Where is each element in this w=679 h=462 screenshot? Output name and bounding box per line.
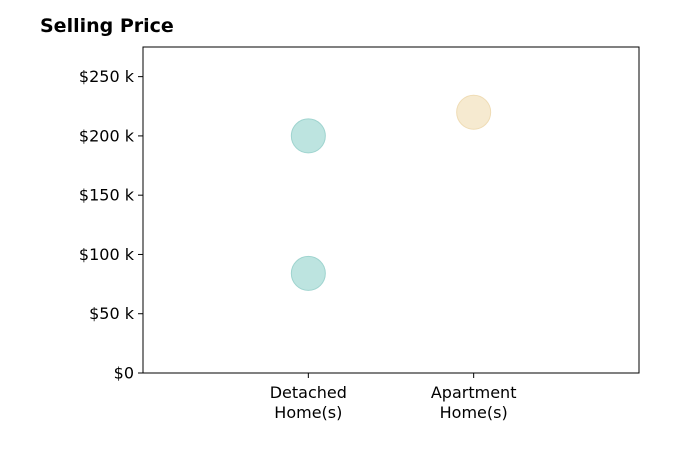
x-tick-label: Detached [270,383,347,402]
y-tick-label: $250 k [79,67,135,86]
scatter-points [290,94,492,291]
x-tick-label: Home(s) [440,403,508,422]
x-tick-label: Home(s) [274,403,342,422]
plot-frame [142,46,640,374]
y-axis: $0 $50 k $100 k $150 k $200 k $250 k [79,67,143,383]
y-tick-label: $0 [114,364,134,383]
y-tick-label: $150 k [79,186,135,205]
data-point [290,118,326,154]
y-tick-label: $100 k [79,245,135,264]
y-tick-label: $50 k [89,304,135,323]
data-point [456,94,492,130]
x-tick-label: Apartment [431,383,517,402]
y-tick-label: $200 k [79,126,135,145]
chart-title: Selling Price [40,15,174,37]
data-point [290,255,326,291]
